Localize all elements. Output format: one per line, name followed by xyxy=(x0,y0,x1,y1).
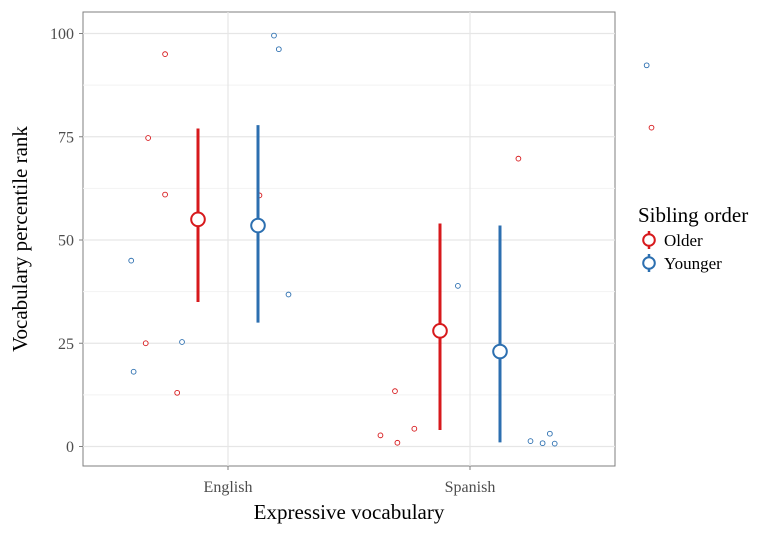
data-point-older xyxy=(394,439,401,446)
data-point-younger xyxy=(128,257,135,264)
data-point-older xyxy=(411,425,418,432)
legend: Sibling order Older Younger xyxy=(638,203,748,273)
y-tick-label: 75 xyxy=(58,129,74,146)
data-point-younger xyxy=(455,282,461,289)
x-axis: English Spanish xyxy=(204,466,496,496)
data-point-younger xyxy=(643,62,650,69)
x-axis-title: Expressive vocabulary xyxy=(254,500,445,524)
data-point-younger xyxy=(271,32,277,39)
legend-label: Younger xyxy=(664,254,722,273)
data-point-younger xyxy=(130,368,137,375)
legend-item-younger: Younger xyxy=(642,254,722,273)
y-axis-title: Vocabulary percentile rank xyxy=(8,126,32,352)
data-point-younger xyxy=(527,438,534,444)
data-point-older xyxy=(392,388,398,395)
mean-point-older xyxy=(432,323,448,339)
y-tick-label: 25 xyxy=(58,336,74,353)
data-point-older xyxy=(515,155,522,162)
data-point-older xyxy=(174,389,181,396)
data-point-younger xyxy=(285,291,292,298)
x-tick-label: English xyxy=(204,479,253,496)
data-point-older xyxy=(145,135,151,141)
legend-title: Sibling order xyxy=(638,203,748,227)
legend-key-circle xyxy=(642,233,656,247)
legend-item-older: Older xyxy=(642,231,703,250)
data-point-younger xyxy=(179,339,185,345)
y-tick-label: 50 xyxy=(58,233,74,250)
legend-key-circle xyxy=(642,256,656,270)
plot-panel xyxy=(82,11,616,467)
data-points xyxy=(128,32,655,447)
minor-gridlines xyxy=(83,84,615,396)
y-tick-label: 100 xyxy=(50,26,74,43)
mean-point-younger xyxy=(250,217,266,234)
data-point-older xyxy=(377,432,384,439)
data-point-older xyxy=(162,191,168,198)
y-axis: 0 25 50 75 100 xyxy=(50,26,83,456)
y-tick-label: 0 xyxy=(66,439,74,456)
x-tick-label: Spanish xyxy=(445,479,496,496)
data-point-younger xyxy=(539,440,546,447)
data-point-older xyxy=(648,124,655,131)
mean-point-older xyxy=(190,211,206,228)
summary-intervals xyxy=(190,125,508,443)
data-point-younger xyxy=(551,440,558,447)
mean-point-younger xyxy=(492,343,508,360)
data-point-older xyxy=(142,340,149,347)
data-point-younger xyxy=(275,46,282,53)
data-point-older xyxy=(162,51,168,58)
major-gridlines xyxy=(83,12,615,466)
legend-label: Older xyxy=(664,231,703,250)
data-point-younger xyxy=(547,430,553,437)
